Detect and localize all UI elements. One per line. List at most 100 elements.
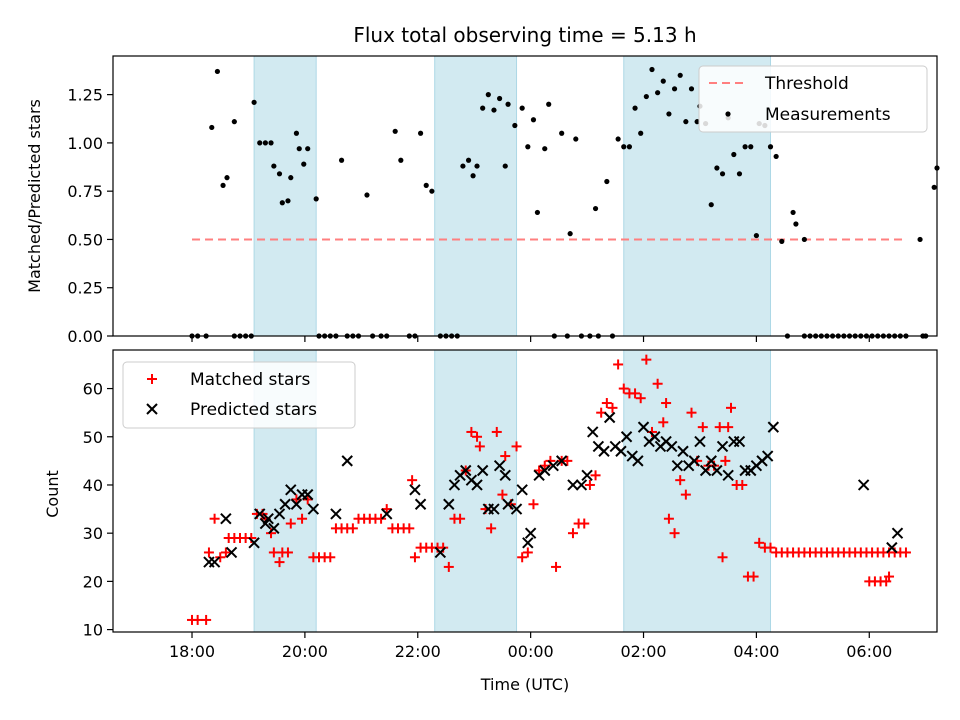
xtick-label: 20:00	[282, 642, 328, 661]
predicted-star-point	[262, 513, 274, 525]
measurement-point	[497, 95, 503, 102]
matched-star-point	[282, 547, 293, 558]
measurement-point	[268, 140, 274, 146]
measurement-point	[694, 119, 700, 125]
matched-star-point	[686, 407, 697, 418]
measurement-point	[338, 157, 345, 163]
measurement-point	[296, 146, 302, 152]
predicted-star-point	[891, 527, 904, 539]
matched-star-point	[737, 479, 748, 490]
measurement-point	[491, 107, 497, 113]
matched-star-point	[528, 499, 539, 510]
predicted-star-point	[555, 455, 568, 467]
predicted-star-point	[290, 498, 303, 510]
matched-star-point	[486, 523, 497, 534]
bottom-legend: Matched stars Predicted stars	[122, 361, 356, 429]
predicted-star-point	[522, 537, 534, 549]
matched-star-point	[635, 393, 646, 404]
top-legend: Threshold Measurements	[698, 65, 928, 133]
predicted-star-point	[493, 459, 506, 472]
bottom-axes-frame	[112, 349, 938, 633]
predicted-star-point	[716, 440, 729, 453]
matched-star-point	[466, 426, 477, 437]
matched-star-point	[584, 479, 595, 490]
measurement-point	[288, 175, 294, 181]
measurement-point	[465, 157, 472, 163]
measurement-point	[485, 92, 491, 98]
predicted-star-point	[649, 431, 661, 443]
matched-star-point	[714, 422, 725, 433]
matched-star-point	[717, 552, 728, 563]
measurement-point	[257, 140, 263, 146]
measurement-point	[677, 72, 683, 78]
top-ytick-label: 0.50	[67, 230, 103, 249]
measurement-point	[790, 209, 796, 216]
measurement-point	[708, 202, 714, 208]
measurement-point	[688, 86, 695, 92]
measurement-point	[666, 111, 672, 117]
predicted-star-point	[516, 484, 528, 496]
measurement-point	[801, 236, 807, 243]
measurement-point	[542, 146, 548, 152]
matched-star-point	[748, 571, 759, 582]
matched-star-point	[407, 475, 418, 486]
measurement-point	[502, 163, 508, 169]
matched-star-point	[522, 547, 533, 558]
predicted-star-point	[886, 541, 898, 554]
bottom-shaded-interval	[623, 349, 772, 633]
bottom-ytick-label: 30	[83, 524, 103, 543]
predicted-star-point	[341, 455, 353, 467]
predicted-star-point	[510, 503, 523, 515]
measurement-point	[276, 171, 283, 177]
measurement-point	[505, 101, 511, 107]
measurement-point	[660, 78, 666, 84]
matched-star-point	[661, 398, 672, 409]
bottom-ytick-label: 40	[83, 476, 103, 495]
predicted-star-point	[248, 537, 260, 549]
measurement-point	[417, 130, 424, 136]
measurement-point	[525, 144, 531, 150]
measurement-point	[917, 236, 923, 243]
matched-star-point	[601, 398, 612, 409]
matched-star-point	[376, 513, 387, 524]
predicted-star-point	[761, 450, 774, 462]
predicted-star-point	[615, 445, 627, 457]
measurement-point	[285, 198, 291, 204]
measurement-point	[305, 146, 311, 152]
top-shaded-interval	[253, 55, 317, 337]
measurement-point	[719, 171, 726, 177]
legend-measurement-swatch	[725, 111, 731, 117]
predicted-star-point	[220, 513, 232, 525]
bottom-ytick-label: 60	[83, 380, 103, 399]
matched-star-point	[900, 547, 911, 558]
measurement-point	[793, 221, 799, 227]
measurement-point	[392, 128, 398, 134]
measurement-point	[546, 101, 552, 107]
xtick-label: 22:00	[395, 642, 441, 661]
measurement-point	[364, 192, 370, 198]
matched-star-point	[203, 547, 214, 558]
measurement-point	[530, 117, 537, 123]
predicted-star-point	[524, 527, 537, 539]
bottom-ytick-label: 20	[83, 572, 103, 591]
matched-star-point	[675, 475, 686, 486]
bottom-xlabel: Time (UTC)	[480, 675, 569, 694]
matched-star-point	[723, 422, 734, 433]
matched-star-point	[209, 513, 220, 524]
top-ytick-label: 0.00	[67, 327, 103, 346]
predicted-star-point	[567, 479, 579, 491]
measurement-point	[655, 90, 661, 96]
legend-measurement-label: Measurements	[765, 105, 891, 125]
measurement-point	[209, 124, 215, 131]
matched-star-point	[325, 552, 336, 563]
matched-star-point	[630, 388, 641, 399]
measurement-point	[559, 130, 565, 136]
predicted-star-point	[857, 479, 870, 491]
predicted-star-point	[767, 421, 780, 433]
predicted-star-point	[632, 455, 644, 467]
measurement-point	[573, 136, 579, 142]
measurement-point	[931, 184, 937, 190]
bottom-panel: 10 20 30 40 50 60 18:00 20:00 22:00 00:00 02:00 04:…	[83, 349, 938, 661]
measurement-point	[301, 161, 307, 167]
predicted-star-point	[279, 498, 291, 510]
